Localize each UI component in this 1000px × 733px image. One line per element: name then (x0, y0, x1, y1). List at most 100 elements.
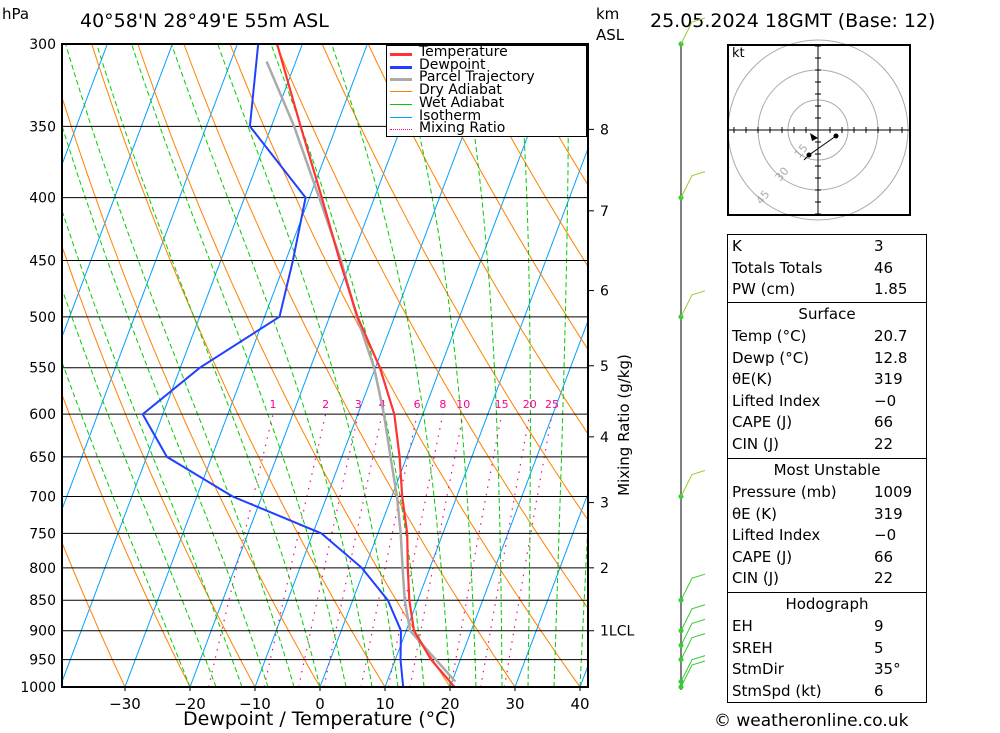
table-row: StmSpd (kt) 6 (732, 681, 922, 702)
surface-table: Surface Temp (°C) 20.7 Dewp (°C) 12.8 θE(K) 31… (727, 302, 927, 459)
table-row: StmDir 35° (732, 659, 922, 680)
mixing-ratio-label: 20 (523, 398, 537, 411)
legend-item: Mixing Ratio (390, 120, 585, 137)
table-row: EH 9 (732, 616, 922, 637)
legend-label: Temperature (419, 44, 508, 60)
legend-swatch (390, 78, 412, 82)
table-row: θE(K) 319 (732, 369, 922, 390)
indices-table: K 3 Totals Totals 46 PW (cm) 1.85 (727, 234, 927, 303)
table-row: Lifted Index −0 (732, 391, 922, 412)
wet-adiabat-line (517, 44, 531, 687)
mixing-ratio-label: 3 (355, 398, 362, 411)
legend: Temperature Dewpoint Parcel Trajectory Dry … (386, 44, 587, 137)
dry-adiabat-line (367, 44, 588, 435)
table-section-title: Hodograph (785, 595, 869, 613)
km-label: 1LCL (600, 624, 634, 640)
dry-adiabat-line (62, 95, 321, 687)
isotherm-line (62, 44, 173, 339)
row-label: CIN (J) (732, 569, 780, 587)
table-section-title: Surface (798, 305, 856, 323)
row-value: −0 (874, 526, 897, 544)
row-value: 20.7 (874, 327, 908, 345)
legend-item: Temperature (390, 44, 585, 60)
row-value: 12.8 (874, 348, 908, 367)
x-tick-label: −10 (239, 695, 271, 713)
legend-label: Mixing Ratio (419, 120, 506, 137)
legend-label: Dewpoint (419, 56, 486, 73)
row-label: CAPE (J) (732, 413, 793, 431)
mixing-ratio-line (360, 414, 418, 687)
wind-barb-icon (680, 633, 706, 660)
pressure-tick-label: 1000 (20, 680, 56, 696)
wet-adiabat-line (331, 44, 451, 687)
row-label: Totals Totals (732, 258, 823, 277)
row-label: PW (cm) (732, 280, 796, 298)
mixing-ratio-line (208, 414, 274, 687)
legend-item: Wet Adiabat (390, 95, 585, 111)
km-label: 2 (600, 561, 609, 577)
legend-label: Isotherm (419, 107, 482, 124)
dry-adiabat-line (459, 44, 588, 268)
table-row: SREH 5 (732, 638, 922, 659)
km-label: 3 (600, 496, 609, 512)
mixing-ratio-label: 25 (545, 398, 559, 411)
row-label: CAPE (J) (732, 547, 793, 566)
wet-adiabat-line (553, 44, 569, 687)
hodograph-point (833, 133, 839, 139)
pressure-tick-label: 350 (29, 119, 56, 135)
wind-barb-icon (680, 604, 706, 631)
x-tick-label: 30 (505, 695, 524, 713)
pressure-tick-label: 700 (29, 490, 56, 506)
row-value: 35° (874, 660, 901, 678)
table-row: CAPE (J) 66 (732, 547, 922, 568)
row-value: 22 (874, 434, 894, 453)
hodograph-point (806, 152, 812, 158)
isotherm-line (124, 44, 368, 687)
pressure-tick-label: 450 (29, 254, 56, 270)
dewpoint-line (141, 44, 405, 687)
isotherm-line (62, 44, 303, 684)
pressure-tick-label: 600 (29, 407, 56, 423)
row-label: θE(K) (732, 370, 773, 388)
x-axis-label: Dewpoint / Temperature (°C) (183, 708, 456, 730)
table-row: Pressure (mb) 1009 (732, 482, 922, 503)
wet-adiabat-line (96, 44, 321, 687)
x-tick-label: 40 (570, 695, 589, 713)
hodograph-unit: kt (732, 46, 745, 61)
mixing-ratio-label: 2 (322, 398, 329, 411)
row-label: K (732, 237, 742, 255)
isotherm-line (62, 44, 238, 511)
row-value: 1.85 (874, 280, 908, 298)
legend-item: Isotherm (390, 107, 585, 124)
wet-adiabat-line (131, 44, 347, 687)
isotherm-line (254, 44, 498, 687)
legend-swatch (390, 129, 412, 131)
km-label: 4 (600, 430, 609, 446)
pressure-tick-label: 500 (29, 310, 56, 326)
isotherm-line (62, 44, 108, 166)
table-row: CIN (J) 22 (732, 568, 922, 589)
row-value: 66 (874, 547, 894, 566)
km-label: 5 (600, 359, 609, 375)
legend-swatch (390, 53, 412, 56)
row-value: 6 (874, 681, 884, 700)
legend-swatch (390, 91, 412, 93)
isotherm-line (449, 319, 588, 687)
legend-swatch (390, 103, 412, 105)
x-tick-label: 20 (440, 695, 459, 713)
row-label: StmDir (732, 660, 784, 678)
wet-adiabat-line (62, 209, 243, 687)
wind-barb-icon (680, 171, 706, 198)
row-value: 22 (874, 569, 894, 587)
row-label: CIN (J) (732, 434, 780, 453)
wind-barb-icon (680, 573, 706, 601)
row-label: Temp (°C) (732, 327, 807, 345)
most-unstable-table: Most Unstable Pressure (mb) 1009 θE (K) 319 L… (727, 458, 927, 593)
mixing-ratio-line (298, 414, 359, 687)
mixing-ratio-line (450, 414, 503, 687)
legend-item: Parcel Trajectory (390, 69, 585, 85)
table-section-title: Most Unstable (773, 461, 881, 479)
table-row: Totals Totals 46 (732, 258, 922, 279)
legend-label: Dry Adiabat (419, 82, 502, 99)
